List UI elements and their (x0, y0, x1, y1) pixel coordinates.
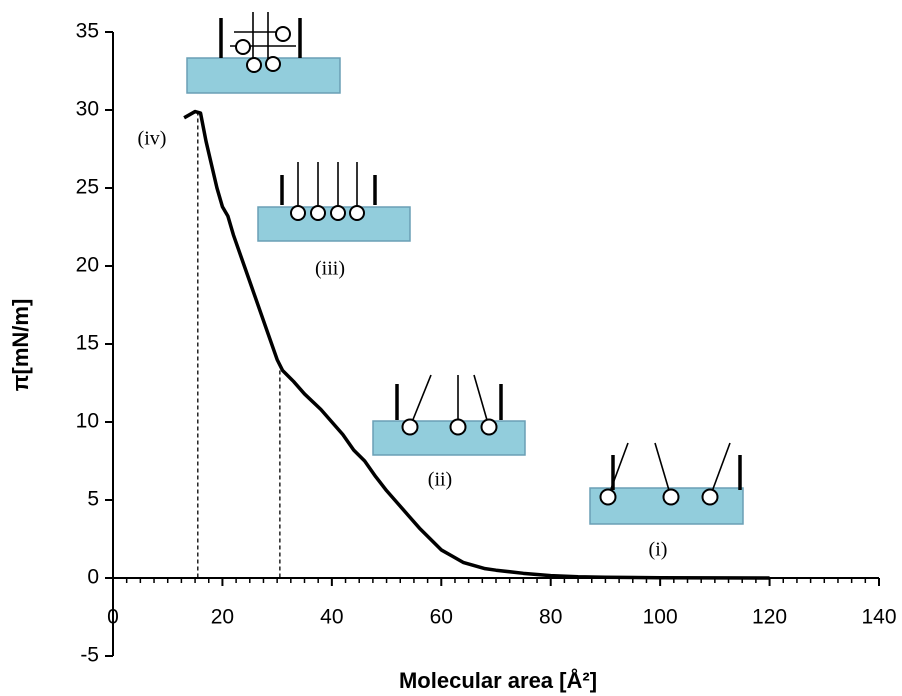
diagram-i (589, 442, 744, 525)
annotation: (ii) (428, 469, 452, 491)
diagram-iv (186, 12, 341, 94)
y-tick-label: 20 (76, 254, 99, 277)
y-tick-label: 15 (76, 332, 99, 355)
x-tick-label: 120 (752, 606, 787, 629)
x-tick-label: 40 (320, 606, 343, 629)
y-tick-label: 5 (87, 488, 99, 511)
annotation: (iv) (138, 128, 167, 150)
line-series (183, 109, 770, 580)
diagram-iii (257, 162, 411, 242)
y-tick-label: 0 (87, 566, 99, 589)
y-axis-label: π[mN/m] (8, 299, 33, 392)
x-tick-label: 0 (107, 606, 119, 629)
x-tick-label: 60 (430, 606, 453, 629)
diagram-ii (372, 374, 526, 456)
x-tick-label: 140 (861, 606, 896, 629)
y-tick-label: 10 (76, 410, 99, 433)
x-axis-label: Molecular area [Å²] (399, 667, 597, 693)
y-tick-label: 25 (76, 176, 99, 199)
annotation: (i) (649, 539, 668, 561)
y-tick-label: 35 (76, 20, 99, 43)
annotation: (iii) (315, 258, 345, 280)
y-tick-label: 30 (76, 98, 99, 121)
y-tick-label: -5 (80, 644, 99, 667)
x-tick-label: 20 (211, 606, 234, 629)
x-tick-label: 80 (539, 606, 562, 629)
x-tick-label: 100 (643, 606, 678, 629)
